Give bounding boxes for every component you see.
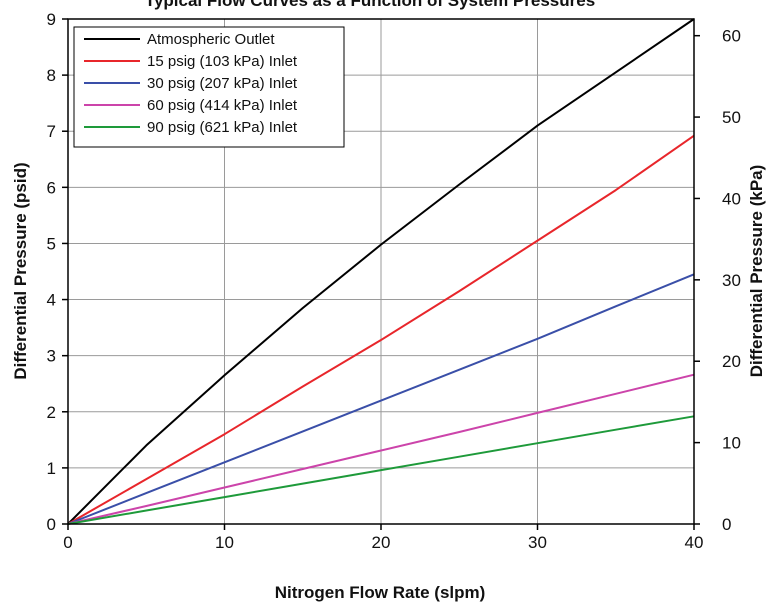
- y2-tick-label: 60: [722, 27, 741, 46]
- y-tick-label: 2: [47, 403, 56, 422]
- y-tick-label: 0: [47, 515, 56, 534]
- x-tick-label: 0: [63, 533, 72, 552]
- y2-tick-label: 20: [722, 352, 741, 371]
- series-line-2: [67, 134, 695, 525]
- series-line-5: [67, 415, 695, 525]
- series-line-4: [67, 373, 695, 525]
- series-line-1: [67, 18, 695, 525]
- y-tick-label: 4: [47, 291, 56, 310]
- y2-tick-label: 10: [722, 434, 741, 453]
- y-tick-label: 1: [47, 459, 56, 478]
- y2-axis-label: Differential Pressure (kPa): [747, 165, 766, 378]
- y-tick-label: 3: [47, 347, 56, 366]
- y-tick-label: 8: [47, 66, 56, 85]
- x-axis-label: Nitrogen Flow Rate (slpm): [275, 583, 486, 602]
- y-tick-label: 6: [47, 178, 56, 197]
- axis-ticks: 0 10 20 30 40 0 1 2 3 4 5 6 7 8 9 0 10 20 30 40 50 60: [47, 10, 741, 552]
- legend-label-5: 90 psig (621 kPa) Inlet: [147, 119, 298, 136]
- series-line-3: [67, 273, 695, 525]
- legend-label-1: Atmospheric Outlet: [147, 31, 275, 48]
- x-tick-label: 10: [215, 533, 234, 552]
- y2-tick-label: 50: [722, 108, 741, 127]
- x-tick-label: 40: [685, 533, 704, 552]
- legend: Atmospheric Outlet 15 psig (103 kPa) Inle…: [73, 26, 345, 148]
- x-tick-label: 20: [372, 533, 391, 552]
- chart-title: Typical Flow Curves as a Function of Sys…: [145, 0, 595, 10]
- legend-label-3: 30 psig (207 kPa) Inlet: [147, 75, 298, 92]
- x-tick-label: 30: [528, 533, 547, 552]
- y-tick-label: 7: [47, 122, 56, 141]
- legend-label-4: 60 psig (414 kPa) Inlet: [147, 97, 298, 114]
- legend-label-2: 15 psig (103 kPa) Inlet: [147, 53, 298, 70]
- y2-tick-label: 30: [722, 271, 741, 290]
- y-axis-label: Differential Pressure (psid): [11, 162, 30, 379]
- series-lines: [67, 18, 695, 525]
- y2-tick-label: 40: [722, 189, 741, 208]
- y-tick-label: 9: [47, 10, 56, 29]
- y2-tick-label: 0: [722, 515, 731, 534]
- y-tick-label: 5: [47, 234, 56, 253]
